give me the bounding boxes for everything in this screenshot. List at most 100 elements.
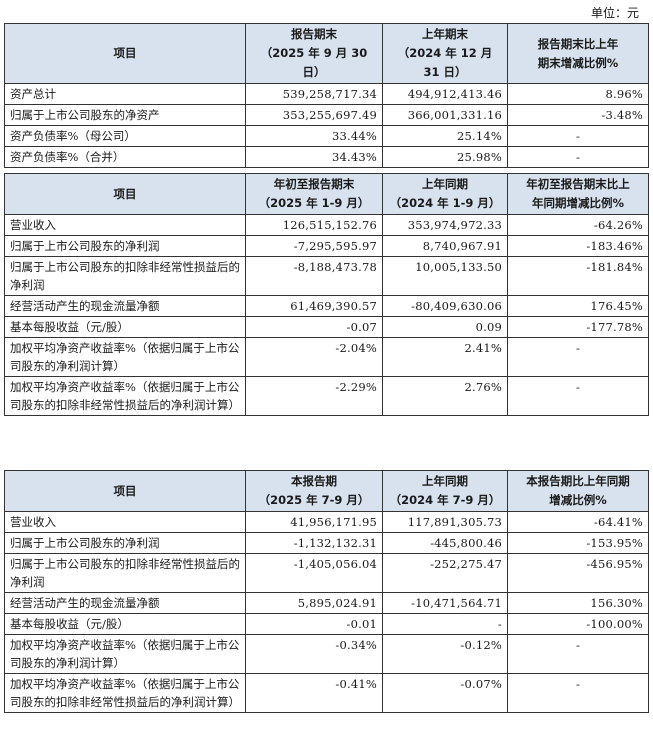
header-col-1: 本报告期 （2025 年 7-9 月） xyxy=(245,470,383,512)
cell-value-1: 5,895,024.91 xyxy=(245,592,383,614)
header-line1: 项目 xyxy=(113,186,137,201)
header-line1: 报告期末 xyxy=(291,27,337,41)
cell-value-3: -100.00% xyxy=(507,613,649,635)
cell-value-2: 2.41% xyxy=(382,337,508,377)
header-line1: 上年期末 xyxy=(422,27,468,41)
quarter-results-table: 项目 本报告期 （2025 年 7-9 月） 上年同期 （2024 年 7-9 月） 本报… xyxy=(4,470,649,713)
header-line2: 增减比例% xyxy=(549,493,607,507)
row-label: 经营活动产生的现金流量净额 xyxy=(4,295,246,317)
cell-value-1: 34.43% xyxy=(245,146,383,168)
header-line1: 项目 xyxy=(113,483,137,498)
cell-value-3: - xyxy=(507,146,649,168)
header-line2: 年同期增减比例% xyxy=(531,196,625,210)
row-label: 营业收入 xyxy=(4,214,246,236)
cell-value-1: -7,295,595.97 xyxy=(245,235,383,257)
cell-value-3: - xyxy=(507,337,649,377)
header-line2: 期末增减比例% xyxy=(537,55,619,70)
table-row: 加权平均净资产收益率%（依据归属于上市公司股东的扣除非经常性损益后的净利润计算）… xyxy=(4,376,649,416)
cell-value-3: -64.41% xyxy=(507,511,649,533)
table-row: 归属于上市公司股东的净资产 353,255,697.49 366,001,331.1… xyxy=(4,104,649,126)
cell-value-1: -2.29% xyxy=(245,376,383,416)
cell-value-3: -3.48% xyxy=(507,104,649,126)
cell-value-1: 126,515,152.76 xyxy=(245,214,383,236)
row-label: 加权平均净资产收益率%（依据归属于上市公司股东的扣除非经常性损益后的净利润计算） xyxy=(4,673,246,713)
cell-value-2: -10,471,564.71 xyxy=(382,592,508,614)
cell-value-1: -0.01 xyxy=(245,613,383,635)
header-line1: 项目 xyxy=(113,46,137,60)
row-label: 归属于上市公司股东的净利润 xyxy=(4,235,246,257)
header-line2: （2025 年 1-9 月） xyxy=(258,196,370,210)
cell-value-2: 25.14% xyxy=(382,125,508,147)
cell-value-2: 117,891,305.73 xyxy=(382,511,508,533)
row-label: 资产负债率%（母公司） xyxy=(4,125,246,147)
table-row: 基本每股收益（元/股） -0.07 0.09 -177.78% xyxy=(4,316,649,338)
header-item: 项目 xyxy=(4,23,246,84)
cell-value-3: -153.95% xyxy=(507,532,649,554)
header-col-2: 上年同期 （2024 年 1-9 月） xyxy=(382,173,508,215)
header-line2: （2024 年 1-9 月） xyxy=(389,196,501,210)
header-item: 项目 xyxy=(4,173,246,215)
row-label: 加权平均净资产收益率%（依据归属于上市公司股东的扣除非经常性损益后的净利润计算） xyxy=(4,376,246,416)
table-row: 基本每股收益（元/股） -0.01- -100.00% xyxy=(4,613,649,635)
cell-value-1: -0.34% xyxy=(245,634,383,674)
ytd-results-table: 项目 年初至报告期末 （2025 年 1-9 月） 上年同期 （2024 年 1-9 月… xyxy=(4,173,649,416)
header-col-1: 报告期末 （2025 年 9 月 30 日） xyxy=(245,23,383,84)
table-row: 营业收入 126,515,152.76 353,974,972.33 -64.26% xyxy=(4,214,649,236)
table-row: 加权平均净资产收益率%（依据归属于上市公司股东的净利润计算） -0.34% -0.1… xyxy=(4,634,649,674)
header-line1: 年初至报告期末 xyxy=(273,177,355,191)
header-col-2: 上年同期 （2024 年 7-9 月） xyxy=(382,470,508,512)
header-line1: 本报告期比上年同期 xyxy=(526,474,630,488)
header-line1: 年初至报告期末比上 xyxy=(526,177,630,191)
header-line2: （2025 年 7-9 月） xyxy=(258,493,370,507)
header-col-3: 报告期末比上年 期末增减比例% xyxy=(507,23,649,84)
cell-value-1: 61,469,390.57 xyxy=(245,295,383,317)
cell-value-1: -1,405,056.04 xyxy=(245,553,383,593)
header-item: 项目 xyxy=(4,470,246,512)
cell-value-3: - xyxy=(507,125,649,147)
cell-value-2: 494,912,413.46 xyxy=(382,83,508,105)
table-row: 归属于上市公司股东的扣除非经常性损益后的净利润 -8,188,473.78 10,0… xyxy=(4,256,649,296)
table-header-row: 项目 报告期末 （2025 年 9 月 30 日） 上年期末 （2024 年 12 月 … xyxy=(4,23,649,84)
unit-label: 单位：元 xyxy=(590,6,639,20)
header-line2: （2025 年 9 月 30 日） xyxy=(260,46,368,79)
cell-value-2: 2.76% xyxy=(382,376,508,416)
cell-value-3: 176.45% xyxy=(507,295,649,317)
cell-value-3: -183.46% xyxy=(507,235,649,257)
row-label: 加权平均净资产收益率%（依据归属于上市公司股东的净利润计算） xyxy=(4,337,246,377)
cell-value-2: -0.07% xyxy=(382,673,508,713)
table-header-row: 项目 本报告期 （2025 年 7-9 月） 上年同期 （2024 年 7-9 月） 本报… xyxy=(4,470,649,512)
cell-value-3: -64.26% xyxy=(507,214,649,236)
row-label: 基本每股收益（元/股） xyxy=(4,613,246,635)
row-label: 归属于上市公司股东的净资产 xyxy=(4,104,246,126)
cell-value-2: -252,275.47 xyxy=(382,553,508,593)
header-line2: （2024 年 12 月 31 日） xyxy=(397,46,493,79)
cell-value-2: - xyxy=(382,613,508,635)
cell-value-3: 156.30% xyxy=(507,592,649,614)
table-row: 加权平均净资产收益率%（依据归属于上市公司股东的扣除非经常性损益后的净利润计算）… xyxy=(4,673,649,713)
cell-value-3: - xyxy=(507,376,649,416)
cell-value-3: - xyxy=(507,634,649,674)
header-line1: 上年同期 xyxy=(422,474,468,488)
table-row: 归属于上市公司股东的净利润 -7,295,595.97 8,740,967.91 -1… xyxy=(4,235,649,257)
cell-value-2: -0.12% xyxy=(382,634,508,674)
cell-value-1: -0.41% xyxy=(245,673,383,713)
cell-value-2: 25.98% xyxy=(382,146,508,168)
table-row: 归属于上市公司股东的净利润 -1,132,132.31 -445,800.46 -15… xyxy=(4,532,649,554)
cell-value-1: 33.44% xyxy=(245,125,383,147)
header-line1: 上年同期 xyxy=(422,177,468,191)
balance-sheet-table: 项目 报告期末 （2025 年 9 月 30 日） 上年期末 （2024 年 12 月 … xyxy=(4,23,649,168)
cell-value-3: - xyxy=(507,673,649,713)
cell-value-1: -2.04% xyxy=(245,337,383,377)
cell-value-2: 10,005,133.50 xyxy=(382,256,508,296)
row-label: 资产总计 xyxy=(4,83,246,105)
row-label: 归属于上市公司股东的扣除非经常性损益后的净利润 xyxy=(4,256,246,296)
cell-value-2: -80,409,630.06 xyxy=(382,295,508,317)
table-header-row: 项目 年初至报告期末 （2025 年 1-9 月） 上年同期 （2024 年 1-9 月… xyxy=(4,173,649,215)
cell-value-1: 539,258,717.34 xyxy=(245,83,383,105)
row-label: 加权平均净资产收益率%（依据归属于上市公司股东的净利润计算） xyxy=(4,634,246,674)
cell-value-2: -445,800.46 xyxy=(382,532,508,554)
row-label: 归属于上市公司股东的扣除非经常性损益后的净利润 xyxy=(4,553,246,593)
table-row: 经营活动产生的现金流量净额 5,895,024.91 -10,471,564.71 1… xyxy=(4,592,649,614)
row-label: 营业收入 xyxy=(4,511,246,533)
header-line1: 本报告期 xyxy=(291,474,337,488)
